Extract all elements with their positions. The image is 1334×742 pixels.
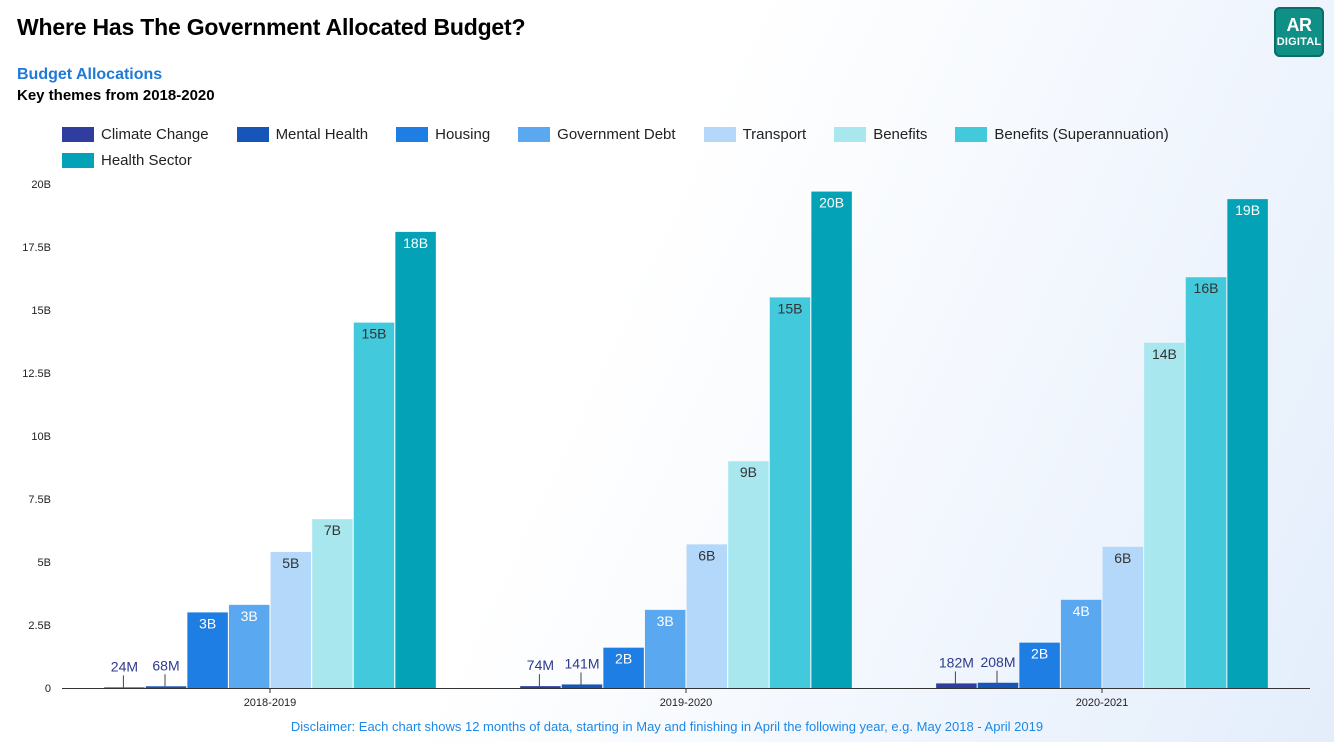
y-tick-label: 7.5B — [28, 494, 51, 506]
bar — [1185, 277, 1227, 688]
y-tick-label: 0 — [45, 683, 51, 695]
bar — [353, 322, 395, 688]
data-label: 24M — [111, 658, 138, 674]
legend-swatch — [62, 127, 94, 142]
legend-item: Benefits — [834, 125, 927, 144]
data-label: 4B — [1073, 603, 1090, 619]
legend-label: Housing — [435, 126, 491, 143]
bar — [769, 297, 811, 688]
bar — [520, 686, 561, 688]
data-label: 19B — [1235, 202, 1260, 218]
bar — [104, 687, 145, 688]
disclaimer-text: Disclaimer: Each chart shows 12 months o… — [290, 719, 1044, 734]
chart-subtitle-secondary: Key themes from 2018-2020 — [17, 87, 215, 104]
data-label: 6B — [698, 547, 715, 563]
legend-swatch — [518, 127, 551, 142]
legend-label: Mental Health — [275, 126, 369, 143]
data-label: 68M — [152, 657, 179, 673]
chart-legend: Climate Change Mental Health Housing Govern… — [62, 125, 1262, 170]
page-title: Where Has The Government Allocated Budge… — [17, 14, 526, 40]
legend-item: Housing — [396, 125, 490, 144]
x-tick-label: 2020-2021 — [1076, 697, 1129, 709]
brand-logo: AR DIGITAL — [1274, 7, 1324, 57]
data-label: 3B — [199, 615, 216, 631]
legend-swatch — [62, 153, 94, 168]
legend-item: Benefits (Superannuation) — [955, 125, 1169, 144]
bar — [1227, 199, 1268, 688]
bar — [1144, 342, 1185, 688]
data-label: 2B — [1031, 646, 1048, 662]
data-label: 6B — [1114, 550, 1131, 566]
data-label: 15B — [778, 300, 803, 316]
bar — [728, 461, 769, 688]
y-tick-label: 12.5B — [22, 368, 51, 380]
legend-item: Mental Health — [236, 125, 369, 144]
y-tick-label: 5B — [38, 557, 51, 569]
bar — [561, 684, 603, 688]
legend-label: Health Sector — [101, 152, 192, 169]
data-label: 15B — [362, 326, 387, 342]
legend-swatch — [396, 127, 429, 142]
y-tick-label: 17.5B — [22, 242, 51, 254]
logo-text-main: AR — [1286, 15, 1313, 35]
bar — [145, 686, 187, 688]
legend-item: Climate Change — [62, 125, 209, 144]
bar — [811, 191, 852, 688]
data-label: 141M — [564, 655, 599, 671]
bar — [1060, 599, 1102, 688]
data-label: 2B — [615, 651, 632, 667]
data-label: 18B — [403, 235, 428, 251]
x-tick-label: 2018-2019 — [244, 697, 297, 709]
bar — [187, 612, 228, 688]
data-label: 7B — [324, 522, 341, 538]
bar — [644, 609, 686, 688]
data-label: 208M — [980, 654, 1015, 670]
bar — [270, 551, 312, 688]
data-label: 5B — [282, 555, 299, 571]
data-label: 9B — [740, 464, 757, 480]
bar — [686, 544, 728, 688]
data-label: 74M — [527, 657, 554, 673]
logo-text-sub: DIGITAL — [1276, 36, 1322, 48]
data-label: 16B — [1194, 280, 1219, 296]
data-label: 3B — [657, 613, 674, 629]
legend-label: Benefits — [873, 126, 928, 143]
data-label: 14B — [1152, 346, 1177, 362]
legend-swatch — [236, 127, 269, 142]
legend-swatch — [834, 127, 867, 142]
legend-item: Government Debt — [518, 125, 676, 144]
legend-swatch — [703, 127, 736, 142]
bar — [1102, 546, 1144, 688]
legend-swatch — [955, 127, 988, 142]
bar — [936, 683, 977, 688]
bar — [395, 231, 436, 688]
bar — [312, 519, 353, 688]
bar — [1019, 642, 1060, 688]
y-tick-label: 2.5B — [28, 620, 51, 632]
y-tick-label: 15B — [31, 305, 51, 317]
legend-item: Transport — [703, 125, 807, 144]
legend-label: Transport — [742, 126, 807, 143]
x-tick-label: 2019-2020 — [660, 697, 713, 709]
legend-label: Climate Change — [101, 126, 209, 143]
data-label: 182M — [939, 654, 974, 670]
bar — [977, 682, 1019, 688]
bar — [228, 604, 270, 688]
legend-item: Health Sector — [62, 151, 192, 170]
data-label: 3B — [241, 608, 258, 624]
bar — [603, 647, 644, 688]
data-label: 20B — [819, 195, 844, 211]
chart-subtitle: Budget Allocations — [17, 66, 163, 83]
y-tick-label: 10B — [31, 431, 51, 443]
legend-label: Benefits (Superannuation) — [994, 126, 1169, 143]
legend-label: Government Debt — [557, 126, 676, 143]
y-tick-label: 20B — [31, 179, 51, 191]
